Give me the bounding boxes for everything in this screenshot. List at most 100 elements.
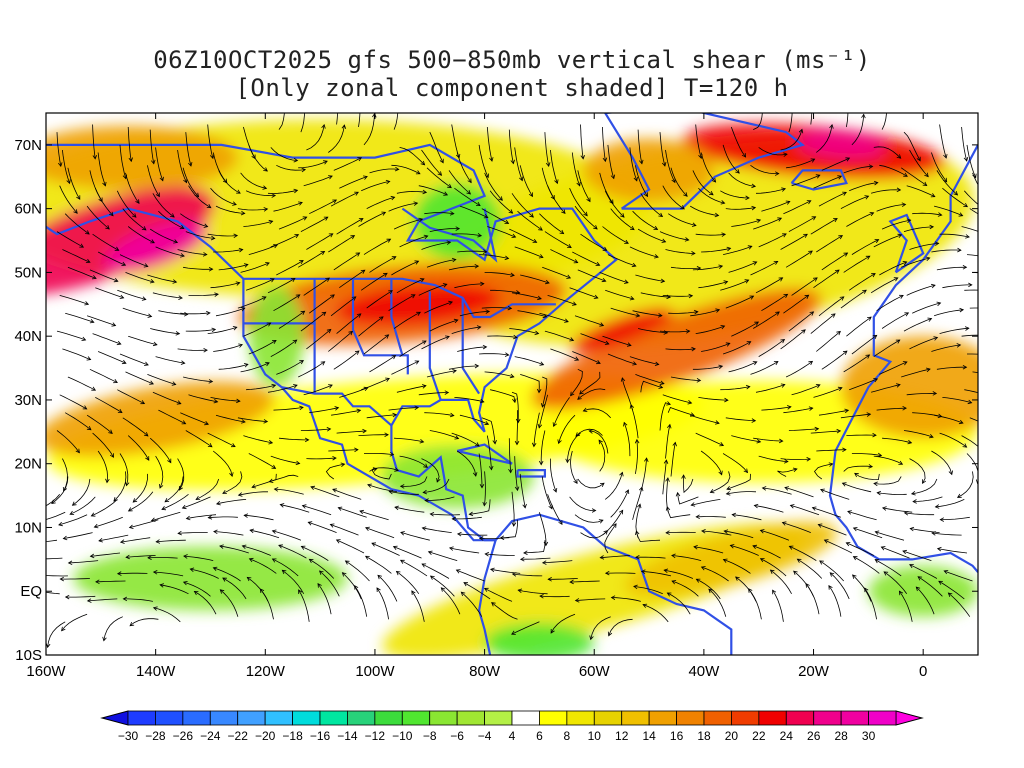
streamline-283: [180, 312, 210, 315]
streamline-arrow-396: [808, 360, 814, 366]
x-tick-label: 80W: [469, 663, 501, 680]
streamline-510: [478, 453, 483, 488]
streamline-arrow-104: [422, 189, 428, 195]
streamline-392: [670, 376, 701, 381]
streamline-549: [710, 471, 731, 493]
streamline-arrow-342: [121, 359, 127, 365]
streamline-arrow-362: [725, 342, 731, 347]
streamline-arrow-326: [569, 337, 575, 342]
colorbar-swatch: [840, 710, 869, 726]
streamline-41: [363, 113, 375, 146]
colorbar-label: −30: [118, 729, 139, 743]
streamline-338: [903, 318, 932, 332]
streamline-188: [119, 254, 148, 267]
streamline-arrow-488: [778, 438, 784, 444]
streamline-arrow-702: [640, 569, 646, 574]
streamline-520: [780, 458, 811, 461]
streamline-arrow-57: [861, 113, 866, 119]
streamline-134: [366, 196, 395, 209]
streamline-231: [484, 272, 515, 276]
streamline-516: [665, 424, 671, 459]
coast-sa-west: [477, 539, 497, 655]
streamline-532: [195, 478, 220, 500]
streamline-arrow-212: [874, 239, 880, 244]
streamline-682: [46, 575, 68, 577]
streamline-112: [640, 193, 663, 217]
streamline-arrow-20: [661, 161, 667, 167]
streamline-arrow-365: [801, 329, 806, 334]
streamline-arrow-149: [842, 191, 847, 196]
streamline-758: [461, 591, 483, 617]
streamline-arrow-300: [715, 308, 721, 313]
streamline-arrow-16: [545, 162, 551, 168]
streamline-arrow-710: [874, 559, 880, 564]
colorbar-swatch: [566, 710, 595, 726]
streamline-382: [369, 355, 396, 373]
streamline-arrow-666: [484, 551, 490, 557]
streamline-671: [635, 556, 666, 559]
streamline-arrow-577: [644, 457, 649, 462]
streamline-559: [69, 496, 96, 515]
streamline-arrow-500: [178, 485, 183, 491]
streamline-385: [448, 365, 479, 370]
streamline-arrow-315: [232, 326, 238, 331]
streamline-arrow-361: [691, 346, 696, 352]
streamline-arrow-734: [671, 580, 677, 585]
shear-region-arctic-west: [46, 125, 238, 190]
streamline-386: [484, 371, 514, 378]
streamline-arrow-451: [557, 439, 562, 445]
streamline-543: [541, 476, 553, 509]
streamline-650: [931, 532, 962, 536]
colorbar-label: −4: [478, 729, 492, 743]
streamline-arrow-659: [278, 544, 283, 549]
colorbar-swatch: [785, 710, 815, 726]
streamline-arrow-293: [507, 305, 513, 311]
streamline-arrow-90: [922, 181, 928, 186]
streamline-arrow-745: [61, 626, 66, 632]
streamline-230: [448, 265, 479, 271]
streamline-arrow-416: [479, 398, 485, 404]
streamline-607: [610, 489, 629, 518]
streamline-752: [298, 589, 310, 622]
streamline-arrow-770: [828, 584, 833, 590]
streamline-arrow-481: [538, 460, 544, 466]
streamline-arrow-428: [837, 386, 843, 391]
streamline-506: [363, 452, 394, 455]
streamline-arrow-588: [934, 504, 940, 509]
streamline-343: [119, 353, 149, 366]
streamline-674: [730, 545, 759, 556]
coast-cuba: [456, 443, 513, 465]
streamline-461: [876, 407, 907, 411]
streamline-37: [248, 144, 268, 172]
streamline-arrow-444: [392, 412, 398, 418]
streamline-258: [360, 272, 388, 291]
streamline-172: [580, 233, 607, 251]
streamline-348: [270, 339, 297, 357]
streamline-arrow-757: [440, 587, 446, 592]
streamline-arrow-518: [743, 468, 749, 474]
coast-hudson-bay: [401, 207, 498, 263]
streamline-588: [935, 499, 965, 508]
streamline-421: [577, 388, 606, 400]
streamline-arrow-368: [895, 339, 901, 344]
streamline-40: [328, 125, 345, 153]
streamline-arrow-624: [155, 539, 161, 544]
streamline-arrow-474: [362, 428, 367, 434]
streamline-23: [753, 113, 763, 130]
streamline-arrow-85: [775, 171, 780, 176]
colorbar-swatch: [127, 710, 156, 726]
streamline-399: [879, 361, 908, 375]
streamline-216: [966, 254, 978, 257]
streamline-10: [358, 113, 361, 128]
streamline-arrow-716: [122, 596, 128, 602]
streamline-arrow-124: [85, 230, 90, 235]
streamline-246: [936, 266, 967, 271]
streamline-292: [459, 311, 490, 317]
streamline-arrow-609: [665, 477, 670, 482]
streamline-398: [843, 354, 870, 373]
streamline-178: [753, 217, 782, 230]
streamline-175: [659, 231, 689, 241]
colorbar-label: −24: [200, 729, 221, 743]
streamline-460: [840, 413, 871, 419]
